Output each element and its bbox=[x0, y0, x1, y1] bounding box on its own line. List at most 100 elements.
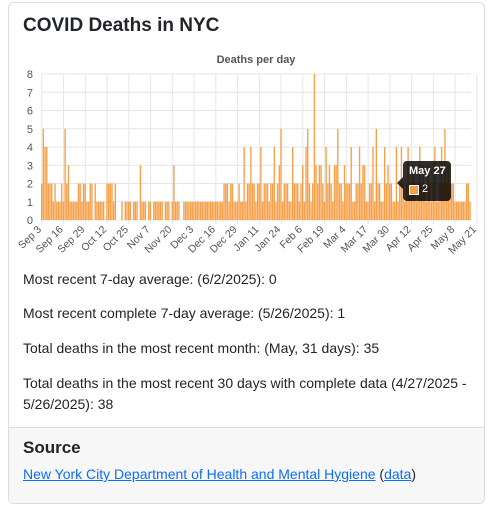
bar bbox=[51, 183, 53, 220]
bar bbox=[399, 183, 401, 220]
bar bbox=[52, 201, 55, 220]
bar bbox=[54, 183, 56, 220]
bar bbox=[322, 183, 324, 220]
y-tick-label: 0 bbox=[27, 215, 33, 227]
bar bbox=[87, 201, 90, 220]
bar bbox=[59, 201, 61, 220]
bar bbox=[409, 183, 411, 220]
bar bbox=[415, 201, 418, 220]
bar bbox=[109, 183, 111, 220]
bar bbox=[330, 183, 332, 220]
bar bbox=[414, 183, 416, 220]
bar bbox=[255, 201, 257, 220]
bar bbox=[144, 201, 147, 220]
bar bbox=[457, 201, 459, 220]
bar bbox=[183, 201, 185, 220]
bar bbox=[189, 201, 192, 220]
bar bbox=[69, 201, 71, 220]
bar bbox=[64, 128, 66, 220]
bar bbox=[302, 165, 304, 220]
bar bbox=[129, 201, 132, 220]
bar bbox=[213, 201, 215, 220]
bar bbox=[300, 183, 302, 220]
bar bbox=[258, 183, 260, 220]
tooltip-swatch bbox=[409, 185, 419, 195]
bar bbox=[236, 201, 239, 220]
bar bbox=[230, 183, 232, 220]
bar bbox=[449, 183, 451, 220]
bar bbox=[288, 201, 290, 220]
bar bbox=[233, 201, 235, 220]
bar bbox=[353, 201, 356, 220]
bar bbox=[402, 183, 404, 220]
bar bbox=[112, 201, 115, 220]
bar bbox=[96, 201, 98, 220]
bar bbox=[435, 201, 438, 220]
bar bbox=[46, 147, 48, 220]
bar bbox=[454, 201, 456, 220]
bar bbox=[251, 183, 254, 220]
bar bbox=[143, 201, 145, 220]
bar bbox=[290, 201, 292, 220]
bar bbox=[266, 183, 269, 220]
bar bbox=[360, 183, 362, 220]
bar bbox=[223, 183, 225, 220]
bar bbox=[278, 165, 280, 220]
bar bbox=[390, 183, 393, 220]
bar bbox=[114, 183, 116, 220]
health-department-link[interactable]: New York City Department of Health and M… bbox=[23, 466, 376, 482]
bar bbox=[139, 165, 142, 220]
bar bbox=[323, 201, 326, 220]
bar bbox=[389, 183, 391, 220]
bar bbox=[308, 183, 311, 220]
bar bbox=[102, 201, 105, 220]
bar bbox=[256, 183, 259, 220]
y-tick-label: 6 bbox=[27, 106, 33, 118]
bar bbox=[293, 183, 296, 220]
bar bbox=[226, 183, 229, 220]
bar bbox=[425, 201, 428, 220]
bar bbox=[41, 183, 43, 220]
bar bbox=[134, 201, 137, 220]
bar bbox=[216, 201, 219, 220]
bar bbox=[42, 128, 45, 220]
bar bbox=[312, 183, 314, 220]
complete-7day-average: Most recent complete 7-day average: (5/2… bbox=[23, 305, 346, 321]
y-tick-label: 8 bbox=[27, 69, 33, 81]
bar bbox=[350, 147, 352, 220]
bar bbox=[111, 183, 113, 220]
bar bbox=[358, 147, 361, 220]
tooltip-title: May 27 bbox=[409, 165, 446, 177]
bar bbox=[462, 201, 465, 220]
deaths-chart[interactable]: Deaths per day 0 1 2 3 4 5 6 7 8 Sep 3 Sep 16 Sep 29… bbox=[9, 45, 484, 267]
bar bbox=[71, 201, 73, 220]
bar bbox=[67, 165, 70, 220]
bar bbox=[377, 183, 379, 220]
bar bbox=[261, 201, 264, 220]
bar bbox=[263, 183, 265, 220]
bar bbox=[241, 201, 244, 220]
bar bbox=[276, 183, 279, 220]
bar bbox=[362, 165, 364, 220]
thirty-day-total: Total deaths in the most recent 30 days … bbox=[23, 375, 467, 412]
y-tick-label: 7 bbox=[27, 87, 33, 99]
bar bbox=[367, 201, 369, 220]
bar bbox=[357, 183, 359, 220]
bar bbox=[417, 183, 419, 220]
bar bbox=[394, 201, 396, 220]
bar bbox=[317, 183, 319, 220]
bar bbox=[363, 165, 366, 220]
bar bbox=[211, 201, 214, 220]
bar bbox=[133, 201, 135, 220]
tooltip-value: 2 bbox=[422, 183, 429, 195]
data-link[interactable]: data bbox=[384, 466, 412, 482]
bar bbox=[209, 201, 212, 220]
bar bbox=[49, 183, 51, 220]
bar bbox=[221, 201, 224, 220]
bar bbox=[164, 201, 167, 220]
bar bbox=[250, 147, 252, 220]
bar bbox=[320, 165, 322, 220]
bar bbox=[260, 147, 262, 220]
bar bbox=[168, 201, 170, 220]
